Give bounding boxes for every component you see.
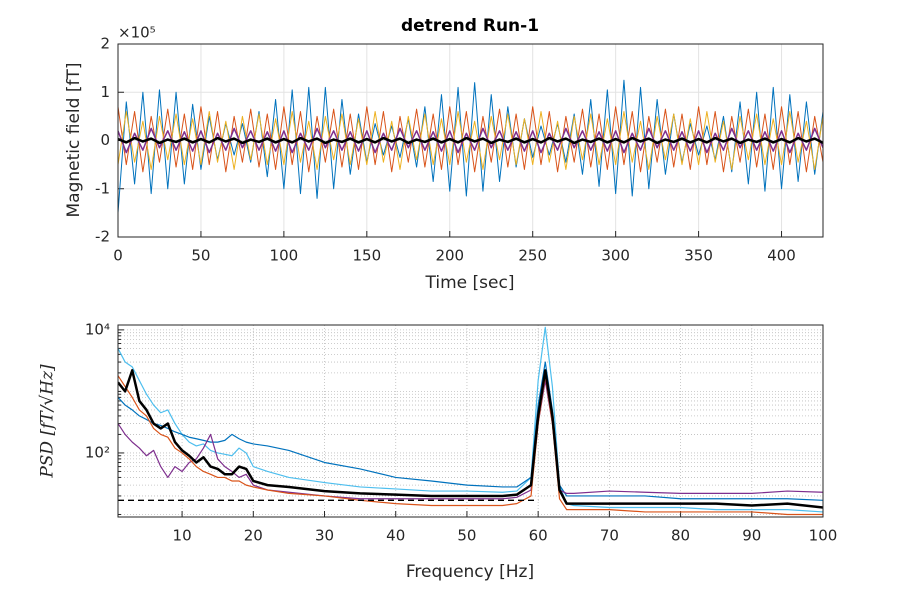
- x-tick-label: 300: [601, 247, 630, 265]
- data-line: [118, 127, 823, 154]
- y-tick-label: 2: [100, 35, 110, 53]
- x-tick-label: 70: [600, 527, 619, 545]
- y-axis-label: PSD [fT/√Hz]: [38, 364, 58, 479]
- x-tick-label: 350: [684, 247, 713, 265]
- data-line: [118, 375, 823, 516]
- x-axis-label: Time [sec]: [425, 273, 515, 293]
- x-tick-label: 50: [191, 247, 210, 265]
- y-axis-label: Magnetic field [fT]: [64, 63, 84, 218]
- x-tick-label: 100: [809, 527, 838, 545]
- x-tick-label: 90: [742, 527, 761, 545]
- data-line: [118, 379, 823, 500]
- x-tick-label: 80: [671, 527, 690, 545]
- data-line: [118, 136, 823, 145]
- x-tick-label: 20: [244, 527, 263, 545]
- y-tick-label: -1: [95, 179, 110, 197]
- y-tick-label: -2: [95, 228, 110, 246]
- x-tick-label: 400: [767, 247, 796, 265]
- axes-box: [117, 43, 824, 238]
- data-line: [118, 361, 823, 501]
- x-axis-label: Frequency [Hz]: [406, 562, 534, 582]
- y-tick-label: 10²: [85, 443, 110, 461]
- axes-box: [117, 324, 824, 518]
- y-multiplier: ×10⁵: [118, 24, 156, 42]
- x-tick-label: 50: [457, 527, 476, 545]
- x-tick-label: 150: [353, 247, 382, 265]
- x-tick-label: 100: [270, 247, 299, 265]
- x-tick-label: 60: [529, 527, 548, 545]
- y-tick-label: 1: [100, 83, 110, 101]
- x-tick-label: 40: [386, 527, 405, 545]
- data-line: [118, 369, 823, 509]
- data-line: [118, 326, 823, 513]
- x-tick-label: 30: [315, 527, 334, 545]
- x-tick-label: 200: [435, 247, 464, 265]
- chart-title: detrend Run-1: [401, 16, 539, 36]
- y-tick-label: 0: [100, 131, 110, 149]
- y-tick-label: 10⁴: [85, 320, 110, 338]
- x-tick-label: 250: [518, 247, 547, 265]
- x-tick-label: 0: [113, 247, 123, 265]
- x-tick-label: 10: [173, 527, 192, 545]
